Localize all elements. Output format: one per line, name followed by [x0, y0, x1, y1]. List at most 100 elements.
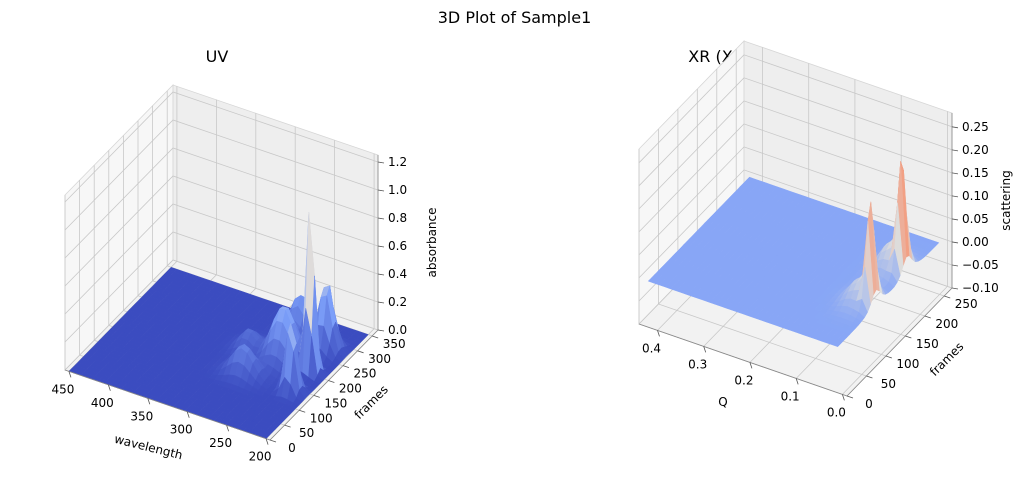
z-tick — [377, 161, 385, 164]
z-tick — [377, 273, 385, 276]
x-tick-label: 0.2 — [734, 373, 753, 387]
z-tick — [951, 218, 959, 221]
z-tick — [951, 195, 959, 198]
x-tick-label: 250 — [209, 436, 232, 450]
y-tick-label: 300 — [368, 352, 391, 366]
x-tick-label: 350 — [130, 409, 153, 423]
z-gridline — [64, 147, 379, 259]
x-tick — [703, 346, 707, 353]
x-tick — [186, 411, 190, 418]
surface — [647, 161, 940, 347]
surface-patch — [831, 341, 842, 347]
z-axis-label: scattering — [999, 170, 1013, 231]
z-tick-label: 0.4 — [388, 267, 407, 281]
x-tick — [749, 362, 753, 369]
y-tick — [328, 380, 335, 383]
x-tick-label: 0.4 — [642, 341, 661, 355]
z-tick — [377, 189, 385, 192]
z-tick — [951, 241, 959, 244]
z-tick-label: 0.10 — [962, 189, 989, 203]
z-tick — [951, 126, 959, 129]
y-tick-label: 100 — [896, 357, 919, 371]
x-tick — [265, 438, 269, 445]
surface — [68, 212, 369, 439]
y-tick — [924, 315, 931, 319]
figure-title: 3D Plot of Sample1 — [437, 8, 592, 27]
z-tick-label: −0.05 — [962, 258, 999, 272]
z-tick — [377, 217, 385, 220]
z-tick-label: 0.15 — [962, 166, 989, 180]
y-tick-label: 250 — [955, 297, 978, 311]
z-tick-label: 0.0 — [388, 323, 407, 337]
x-tick-label: 0.0 — [827, 405, 846, 419]
x-tick — [841, 394, 845, 401]
x-tick — [795, 378, 799, 385]
y-tick-label: 250 — [354, 367, 377, 381]
z-tick-label: 0.8 — [388, 211, 407, 225]
panel-title: UV — [206, 47, 229, 66]
y-tick — [866, 375, 873, 379]
y-tick — [905, 335, 912, 339]
x-tick-label: 0.3 — [688, 357, 707, 371]
x-axis-label: Q — [718, 395, 727, 409]
z-tick-label: 0.6 — [388, 239, 407, 253]
y-tick — [944, 295, 951, 299]
z-gridline — [64, 91, 379, 203]
x-axis-line — [638, 323, 848, 397]
x-tick-label: 300 — [170, 423, 193, 437]
y-tick-label: 50 — [299, 426, 314, 440]
y-tick-label: 50 — [881, 377, 896, 391]
z-tick — [377, 329, 385, 332]
z-tick-label: 1.2 — [388, 155, 407, 169]
x-tick-label: 400 — [91, 396, 114, 410]
y-tick-label: 0 — [288, 441, 296, 455]
y-tick — [299, 409, 306, 413]
z-tick-label: 1.0 — [388, 183, 407, 197]
z-tick-label: 0.25 — [962, 120, 989, 134]
y-tick-label: 200 — [339, 382, 362, 396]
y-tick — [284, 424, 291, 428]
z-gridline — [638, 146, 953, 256]
z-gridline — [638, 100, 953, 210]
x-tick-label: 450 — [51, 382, 74, 396]
z-tick-label: 0.00 — [962, 235, 989, 249]
z-gridline — [638, 77, 953, 187]
z-gridline — [64, 119, 379, 231]
z-tick-label: 0.05 — [962, 212, 989, 226]
x-tick — [657, 330, 660, 337]
z-axis-label: absorbance — [425, 207, 439, 277]
z-tick — [951, 149, 959, 152]
z-gridline — [638, 169, 953, 279]
z-tick-label: −0.10 — [962, 281, 999, 295]
y-tick-label: 200 — [935, 317, 958, 331]
z-gridline — [638, 123, 953, 233]
y-tick — [372, 335, 379, 339]
x-tick — [68, 371, 72, 378]
y-tick — [357, 350, 364, 354]
y-tick-label: 150 — [324, 396, 347, 410]
y-tick — [342, 365, 350, 369]
x-axis-line — [64, 369, 271, 441]
x-tick-label: 0.1 — [781, 389, 800, 403]
x-tick-label: 200 — [249, 450, 272, 464]
y-tick-label: 100 — [310, 411, 333, 425]
z-tick-label: 0.2 — [388, 295, 407, 309]
uv-surface-chart: UV20025030035040045005010015020025030035… — [51, 47, 439, 464]
y-tick — [313, 395, 320, 398]
y-tick-label: 150 — [916, 337, 939, 351]
y-tick — [269, 439, 277, 443]
x-tick — [226, 425, 230, 432]
y-tick — [885, 355, 893, 359]
x-tick — [147, 398, 151, 405]
y-tick — [846, 395, 854, 399]
z-tick — [951, 172, 959, 175]
z-tick — [377, 301, 385, 304]
z-tick-label: 0.20 — [962, 143, 989, 157]
z-tick — [951, 287, 959, 290]
z-gridline — [638, 54, 953, 164]
z-tick — [951, 264, 959, 267]
z-tick — [377, 245, 385, 248]
y-tick-label: 0 — [865, 397, 873, 411]
y-tick-label: 350 — [383, 337, 406, 351]
